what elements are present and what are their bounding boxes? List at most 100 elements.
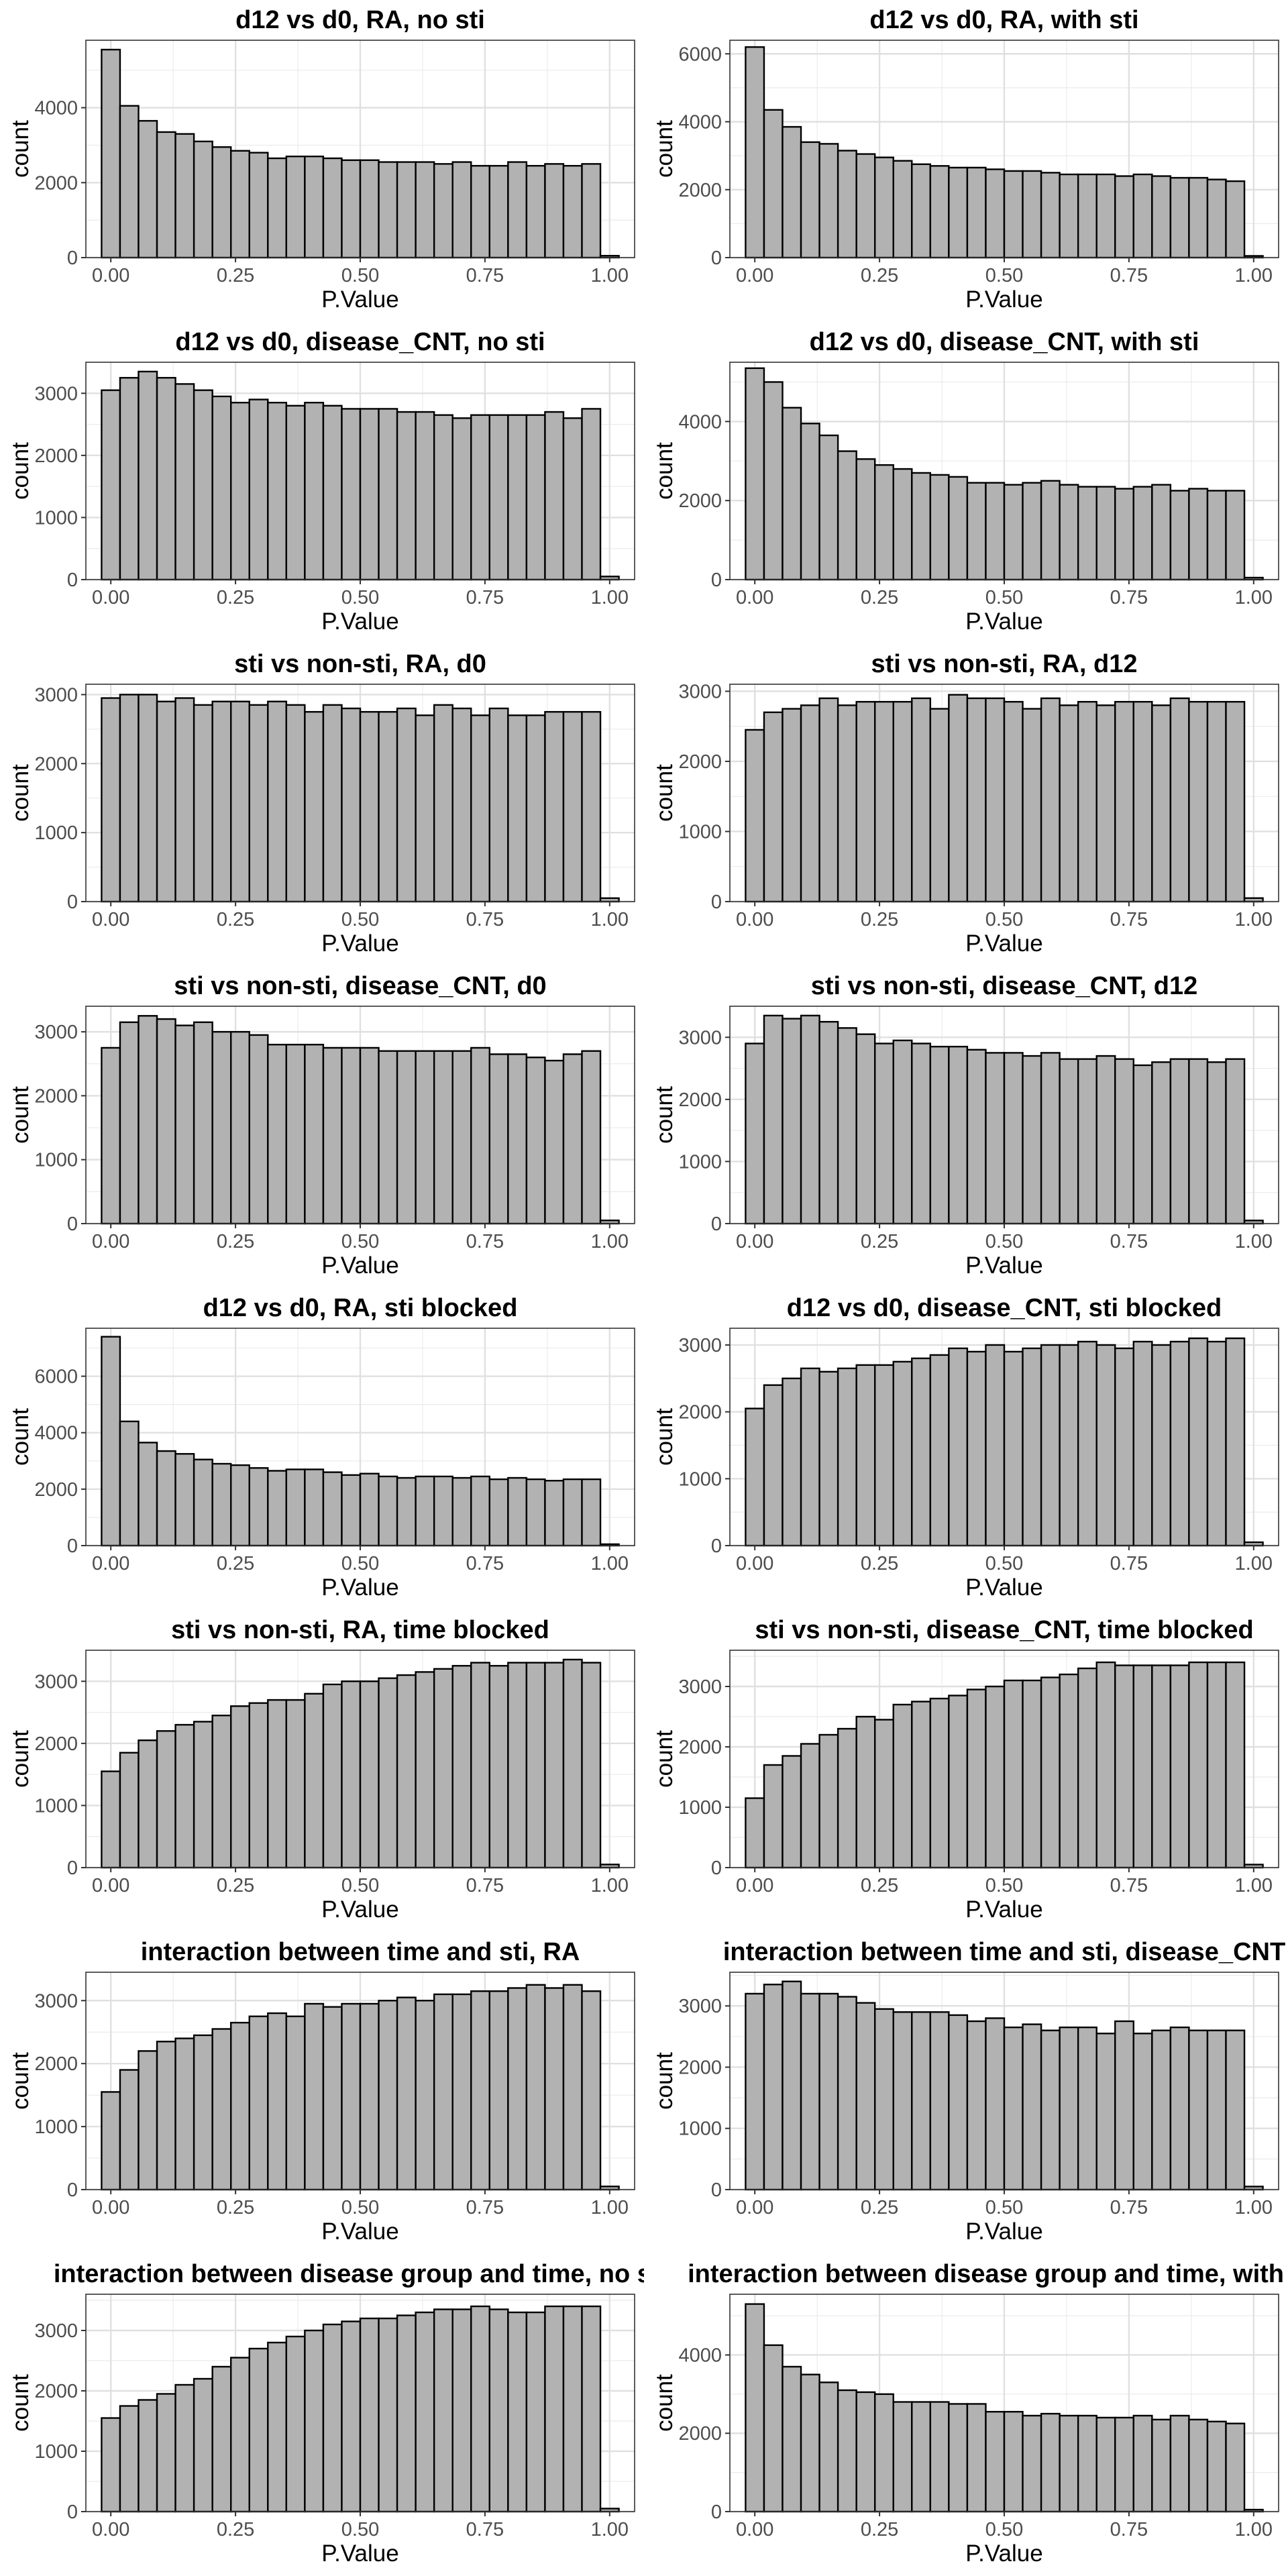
histogram-bar — [929, 474, 950, 581]
x-tick-label: 0.75 — [466, 1231, 504, 1252]
histogram-bar — [1132, 2033, 1153, 2191]
x-axis-label: P.Value — [321, 1574, 398, 1601]
y-axis-label: count — [651, 1730, 678, 1788]
histogram-bar — [855, 700, 876, 903]
histogram-bar — [230, 1705, 250, 1869]
histogram-bar — [359, 710, 380, 903]
histogram-bar — [855, 2391, 876, 2513]
histogram-bar — [929, 165, 950, 259]
y-tick-label: 2000 — [678, 180, 722, 201]
histogram-bar — [966, 1688, 987, 1869]
histogram-bar — [488, 1053, 509, 1225]
histogram-bar — [488, 2308, 509, 2513]
histogram-bar — [966, 1049, 987, 1225]
histogram-bar — [1059, 484, 1079, 581]
x-tick-label: 0.50 — [341, 1231, 379, 1252]
histogram-bar — [745, 2303, 765, 2513]
histogram-bar — [101, 1336, 121, 1547]
histogram-bar — [341, 1046, 362, 1225]
x-tick-label: 0.50 — [985, 2197, 1023, 2218]
chart-title: interaction between time and sti, diseas… — [723, 1938, 1285, 1966]
x-tick-label: 0.25 — [861, 1553, 898, 1574]
x-tick-label: 0.75 — [466, 1875, 504, 1896]
histogram-bar — [211, 395, 232, 581]
histogram-bar — [470, 1662, 490, 1869]
x-tick-label: 1.00 — [1235, 1231, 1273, 1252]
histogram-bar — [470, 164, 490, 259]
histogram-bar — [544, 1662, 565, 1869]
histogram-bar — [378, 710, 398, 903]
histogram-bar — [1095, 704, 1116, 903]
histogram-bar — [818, 1020, 839, 1225]
histogram-bar — [267, 157, 288, 259]
x-tick-label: 0.75 — [1110, 587, 1148, 608]
histogram-bar — [230, 700, 250, 903]
histogram-bar — [1003, 1052, 1024, 1225]
histogram-bar — [911, 472, 932, 581]
histogram-bar — [985, 168, 1006, 259]
y-axis-label: count — [7, 1086, 34, 1144]
histogram-bar — [1059, 1344, 1079, 1547]
histogram-bar — [892, 468, 913, 581]
x-tick-label: 0.25 — [217, 1875, 254, 1896]
histogram-bar — [248, 1034, 269, 1225]
histogram-bar — [304, 710, 325, 903]
histogram-bar — [248, 152, 269, 259]
x-tick-label: 0.25 — [217, 2519, 254, 2540]
histogram-bar — [1188, 1337, 1209, 1547]
y-tick-label: 1000 — [678, 1468, 722, 1490]
histogram-bar — [230, 1464, 250, 1547]
histogram-bar — [451, 1050, 472, 1225]
x-tick-label: 0.50 — [341, 2519, 379, 2540]
histogram-bar — [929, 708, 950, 903]
x-tick-label: 0.75 — [1110, 909, 1148, 930]
y-tick-label: 0 — [711, 248, 722, 269]
histogram-bar — [1095, 1661, 1116, 1869]
histogram-bar — [763, 2344, 784, 2513]
histogram-bar — [1077, 1667, 1097, 1869]
histogram-bar — [911, 2011, 932, 2191]
chart-title: sti vs non-sti, RA, d12 — [871, 650, 1138, 678]
histogram-bar — [1206, 1061, 1227, 1225]
histogram-panel: 0.00 0.25 0.50 0.75 1.00 0 1000 2000 3000 d12 vs … — [644, 1288, 1288, 1610]
histogram-svg: 0.00 0.25 0.50 0.75 1.00 0 2000 4000 6000 d12 vs … — [651, 6, 1279, 313]
x-tick-label: 0.25 — [217, 265, 254, 286]
histogram-bar — [782, 1980, 802, 2191]
histogram-bar — [230, 2357, 250, 2513]
histogram-bar — [581, 1478, 602, 1547]
y-tick-label: 0 — [711, 1858, 722, 1879]
histogram-bar — [1040, 1344, 1061, 1547]
y-axis-label: count — [7, 1730, 34, 1788]
histogram-bar — [1022, 1679, 1042, 1869]
histogram-bar — [1003, 1679, 1024, 1869]
x-axis-label: P.Value — [321, 1252, 398, 1279]
histogram-bar — [488, 1478, 509, 1547]
histogram-bar — [544, 710, 565, 903]
histogram-bar — [1114, 700, 1134, 903]
y-tick-label: 0 — [67, 1536, 78, 1557]
histogram-bar — [433, 163, 453, 259]
histogram-bar — [1188, 176, 1209, 259]
y-tick-label: 2000 — [34, 1085, 78, 1107]
histogram-bar — [874, 2393, 894, 2513]
x-tick-label: 0.50 — [341, 909, 379, 930]
x-tick-label: 1.00 — [1235, 587, 1273, 608]
histogram-bar — [929, 1354, 950, 1547]
histogram-bar — [782, 125, 802, 259]
x-axis-label: P.Value — [321, 1896, 398, 1923]
histogram-bar — [911, 163, 932, 259]
histogram-bar — [341, 1680, 362, 1869]
histogram-bar — [1022, 1055, 1042, 1225]
chart-title: sti vs non-sti, disease_CNT, d0 — [174, 972, 546, 1000]
histogram-panel: 0.00 0.25 0.50 0.75 1.00 0 1000 2000 3000 sti vs … — [644, 1610, 1288, 1932]
histogram-panel: 0.00 0.25 0.50 0.75 1.00 0 1000 2000 3000 interac… — [644, 1932, 1288, 2254]
histogram-bar — [1003, 170, 1024, 259]
histogram-bar — [948, 2403, 969, 2513]
histogram-bar — [248, 704, 269, 903]
histogram-bar — [1132, 1064, 1153, 1225]
histogram-bar — [1114, 2416, 1134, 2513]
histogram-bar — [285, 1699, 306, 1869]
x-tick-label: 0.00 — [736, 1553, 773, 1574]
histogram-svg: 0.00 0.25 0.50 0.75 1.00 0 1000 2000 3000 sti vs … — [651, 972, 1279, 1279]
histogram-bar — [929, 2011, 950, 2191]
